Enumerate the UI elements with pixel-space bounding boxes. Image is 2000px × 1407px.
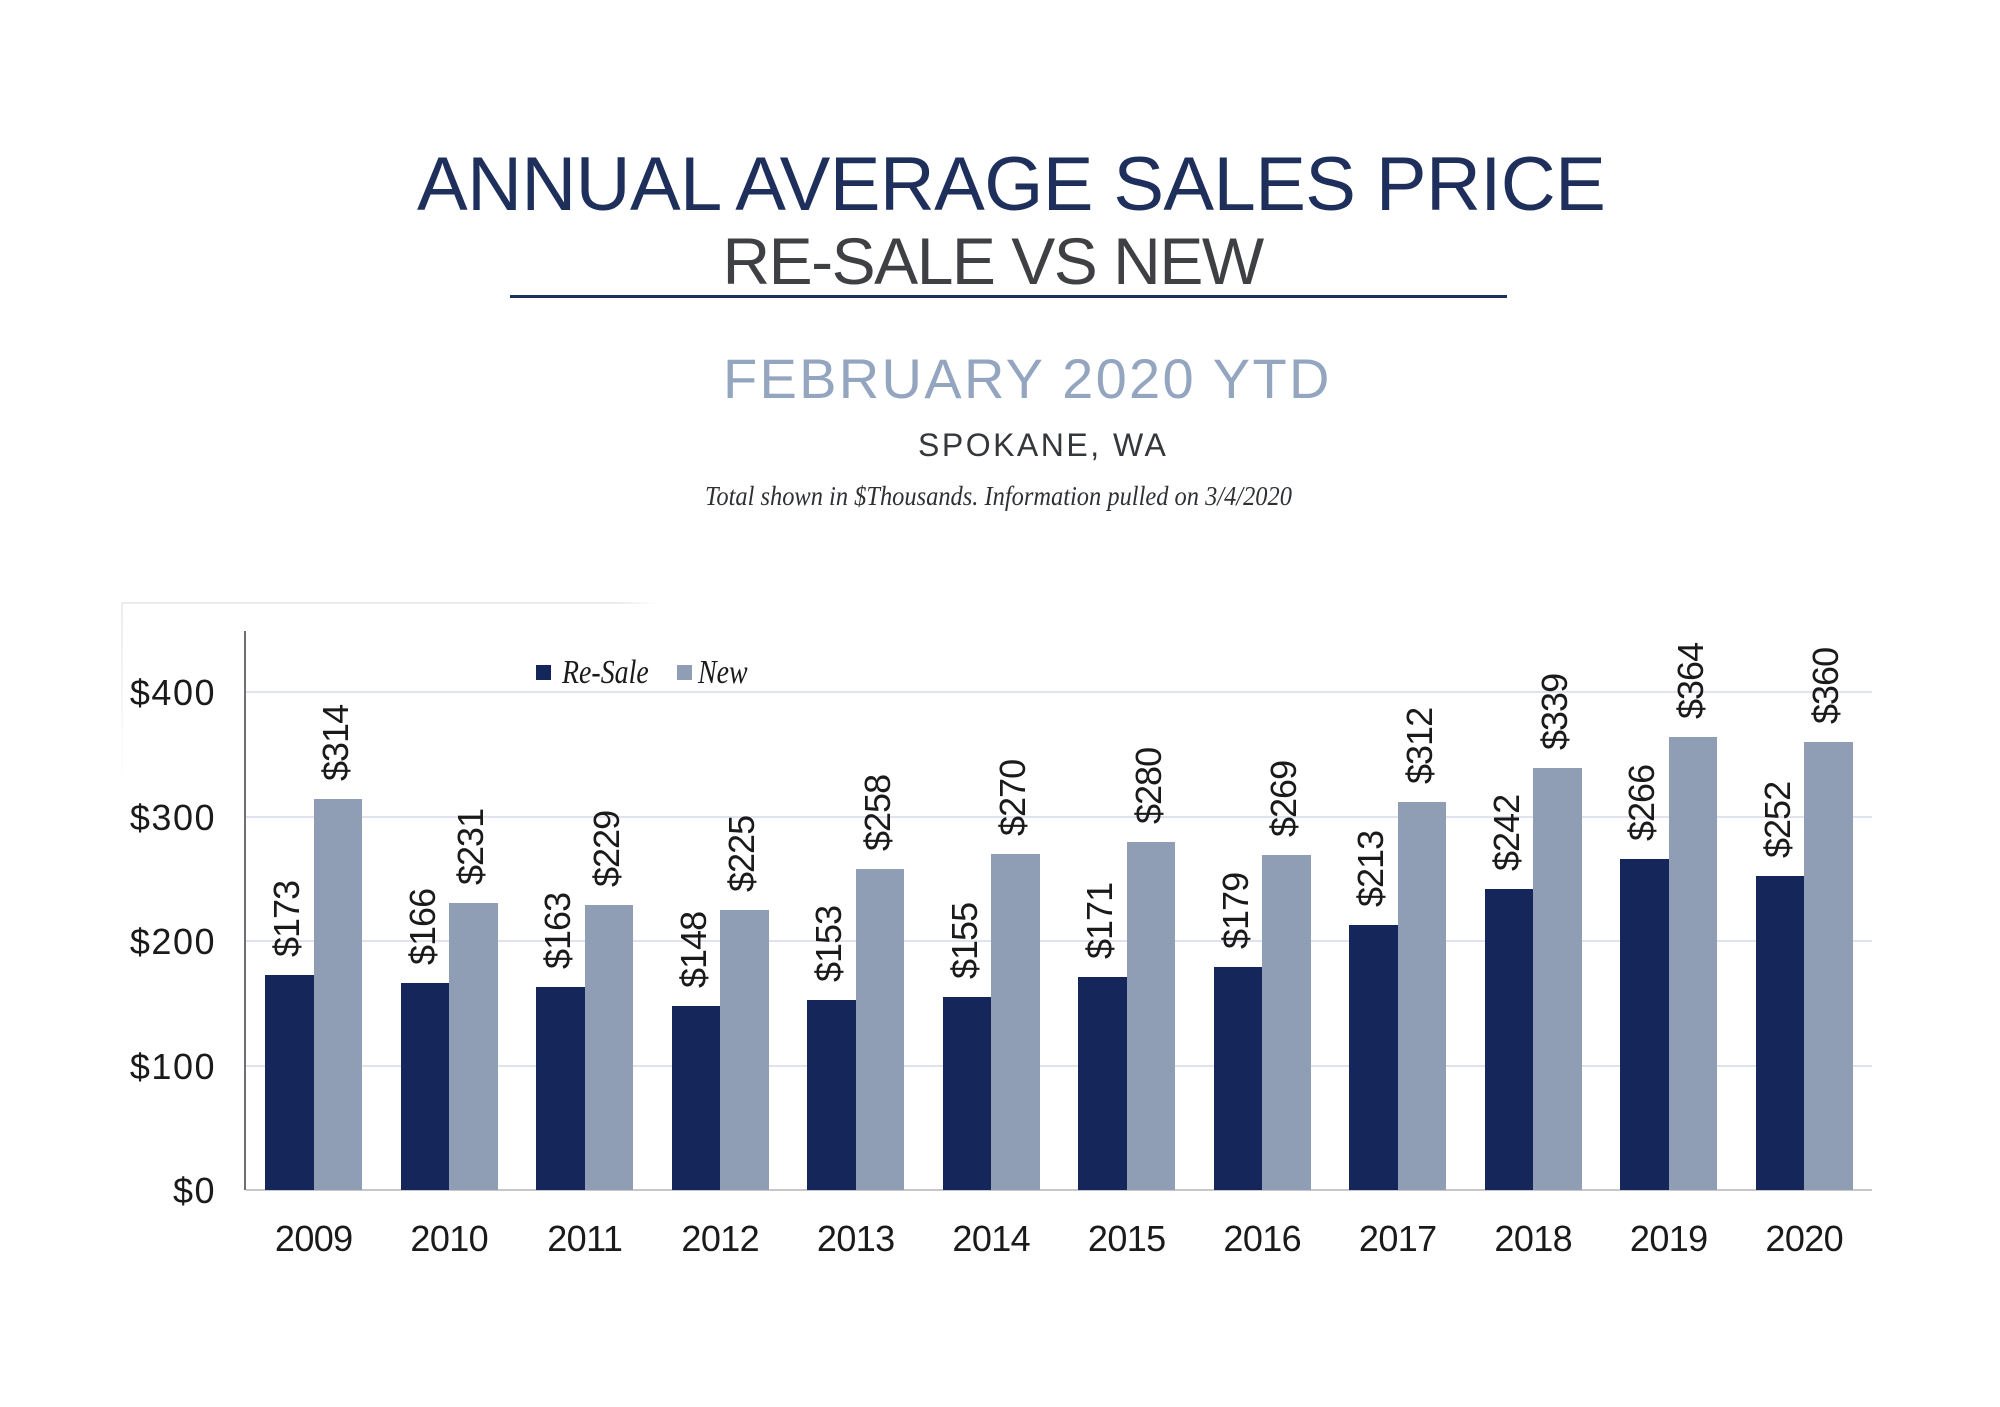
bar-value-label: $314 — [314, 705, 356, 782]
bar-resale-2010 — [400, 983, 450, 1190]
footnote: Total shown in $Thousands. Information p… — [705, 479, 1354, 513]
gridline-200 — [246, 940, 1872, 943]
x-axis-label-2017: 2017 — [1358, 1218, 1437, 1259]
bar-resale-2011 — [536, 987, 585, 1190]
bar-value-label: $213 — [1350, 830, 1391, 907]
chart-subtitle: RE-SALE VS NEW — [722, 223, 1265, 298]
bar-new-2016 — [1262, 855, 1311, 1190]
y-tick-label: $200 — [129, 921, 216, 963]
bar-value-label: $242 — [1485, 794, 1527, 871]
bar-value-label: $231 — [450, 808, 492, 885]
bar-new-2020 — [1804, 742, 1853, 1190]
legend-swatch-new — [676, 665, 692, 680]
bar-value-label: $364 — [1669, 643, 1711, 720]
bar-new-2018 — [1533, 768, 1582, 1190]
bar-new-2013 — [855, 869, 905, 1190]
card-border-left-edge — [121, 602, 123, 787]
bar-resale-2009 — [265, 974, 314, 1190]
gridline-300 — [246, 815, 1872, 818]
location-heading: SPOKANE, WA — [918, 427, 1169, 463]
legend-label-new: New — [698, 653, 748, 691]
bar-value-label: $166 — [401, 889, 443, 966]
bar-resale-2014 — [942, 997, 992, 1190]
footnote-text: Total shown in $Thousands. Information p… — [705, 480, 1292, 511]
bar-value-label: $258 — [856, 774, 898, 852]
bar-value-label: $339 — [1534, 674, 1576, 751]
bar-value-label: $312 — [1398, 707, 1440, 784]
bar-value-label: $163 — [537, 893, 578, 970]
bar-value-label: $360 — [1805, 648, 1847, 725]
x-axis-label-2015: 2015 — [1087, 1218, 1166, 1259]
period-heading: FEBRUARY 2020 YTD — [723, 347, 1332, 410]
bar-resale-2013 — [807, 999, 856, 1190]
bar-new-2017 — [1397, 801, 1447, 1190]
bar-value-label: $225 — [721, 815, 763, 893]
bar-new-2009 — [313, 799, 363, 1190]
x-axis-label-2014: 2014 — [952, 1218, 1031, 1259]
bar-resale-2017 — [1349, 925, 1398, 1190]
x-axis-label-2016: 2016 — [1223, 1218, 1302, 1259]
bar-resale-2018 — [1484, 888, 1534, 1190]
x-axis-label-2009: 2009 — [274, 1218, 353, 1259]
bar-value-label: $269 — [1263, 761, 1305, 838]
bar-value-label: $171 — [1079, 883, 1120, 960]
card-border-top-edge — [121, 602, 661, 604]
x-axis-label-2011: 2011 — [547, 1218, 623, 1259]
bar-value-label: $280 — [1127, 747, 1169, 824]
bar-new-2011 — [584, 905, 634, 1190]
y-tick-label: $400 — [129, 672, 216, 714]
bar-value-label: $155 — [943, 903, 985, 980]
chart-title: ANNUAL AVERAGE SALES PRICE — [417, 142, 1606, 227]
x-axis-label-2019: 2019 — [1629, 1218, 1708, 1259]
bar-new-2019 — [1668, 737, 1718, 1190]
y-axis-line — [244, 631, 246, 1190]
bar-new-2010 — [449, 902, 498, 1190]
x-axis-label-2018: 2018 — [1494, 1218, 1573, 1259]
legend-label-resale: Re-Sale — [562, 653, 649, 691]
bar-new-2012 — [720, 910, 769, 1190]
bar-value-label: $179 — [1214, 873, 1256, 950]
bar-new-2015 — [1126, 841, 1176, 1190]
bar-value-label: $148 — [672, 911, 714, 988]
y-tick-label: $300 — [129, 796, 216, 838]
bar-value-label: $153 — [808, 905, 849, 982]
x-axis-label-2012: 2012 — [681, 1218, 760, 1259]
x-axis-label-2020: 2020 — [1765, 1218, 1844, 1259]
bar-resale-2015 — [1078, 977, 1127, 1190]
bar-value-label: $266 — [1621, 764, 1662, 842]
bar-value-label: $270 — [992, 759, 1034, 837]
x-axis-baseline — [246, 1189, 1872, 1191]
gridline-100 — [246, 1064, 1872, 1067]
bar-value-label: $173 — [266, 880, 307, 957]
bar-resale-2019 — [1620, 859, 1669, 1190]
bar-resale-2012 — [671, 1005, 721, 1190]
x-axis-label-2010: 2010 — [410, 1218, 489, 1259]
y-tick-label: $0 — [172, 1170, 216, 1211]
x-axis-label-2013: 2013 — [816, 1218, 895, 1259]
gridline-400 — [246, 691, 1872, 694]
bar-value-label: $229 — [585, 811, 627, 888]
bar-new-2014 — [991, 854, 1040, 1190]
bar-resale-2020 — [1755, 876, 1805, 1190]
legend-swatch-resale — [536, 665, 551, 680]
y-tick-label: $100 — [129, 1045, 216, 1087]
title-divider — [510, 295, 1507, 298]
bar-resale-2016 — [1213, 967, 1263, 1190]
bar-value-label: $252 — [1756, 782, 1798, 859]
